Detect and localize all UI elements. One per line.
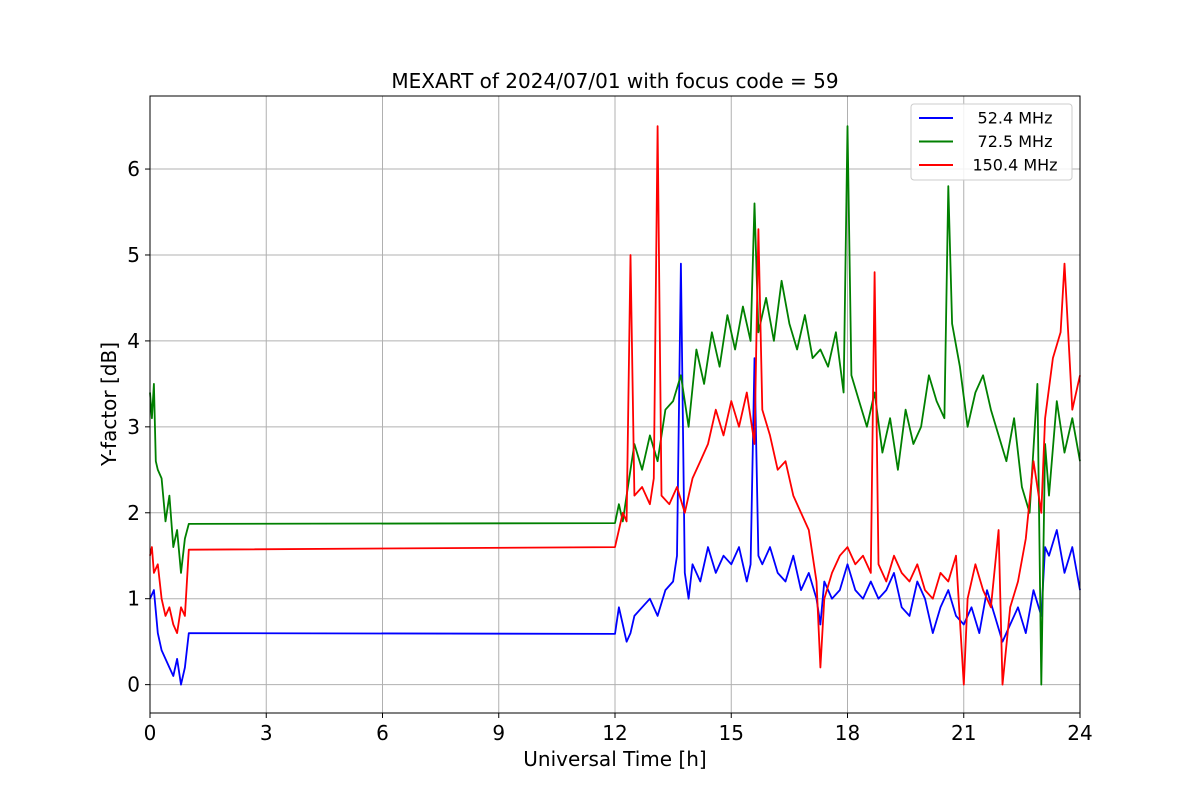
series-line xyxy=(149,125,1081,686)
legend-box xyxy=(910,103,1073,181)
y-tick-label: 5 xyxy=(127,243,140,267)
x-axis: 0 3 6 9 12 15 18 21 24 xyxy=(144,713,1093,745)
y-tick-label: 4 xyxy=(127,329,140,353)
series-line xyxy=(149,125,1081,686)
y-tick-label: 6 xyxy=(127,157,140,181)
series-line xyxy=(149,262,1081,686)
y-tick-label: 2 xyxy=(127,501,140,525)
legend-label: 52.4 MHz xyxy=(978,109,1053,128)
legend: 52.4 MHz 72.5 MHz 150.4 MHz xyxy=(910,103,1073,181)
series-layer xyxy=(149,125,1081,686)
x-tick-label: 6 xyxy=(376,721,389,745)
x-tick-label: 0 xyxy=(144,721,157,745)
y-axis-label: Y-factor [dB] xyxy=(97,342,121,467)
y-tick-label: 3 xyxy=(127,415,140,439)
y-tick-label: 1 xyxy=(127,587,140,611)
x-tick-label: 24 xyxy=(1067,721,1092,745)
x-tick-label: 3 xyxy=(260,721,273,745)
legend-label: 72.5 MHz xyxy=(978,132,1053,151)
x-tick-label: 21 xyxy=(951,721,976,745)
x-tick-label: 15 xyxy=(719,721,744,745)
chart-title: MEXART of 2024/07/01 with focus code = 5… xyxy=(391,69,838,93)
y-tick-label: 0 xyxy=(127,673,140,697)
legend-label: 150.4 MHz xyxy=(972,156,1057,175)
x-tick-label: 12 xyxy=(602,721,627,745)
x-axis-label: Universal Time [h] xyxy=(523,747,706,771)
y-axis: 0 1 2 3 4 5 6 xyxy=(127,157,150,697)
x-tick-label: 18 xyxy=(835,721,860,745)
x-tick-label: 9 xyxy=(492,721,505,745)
